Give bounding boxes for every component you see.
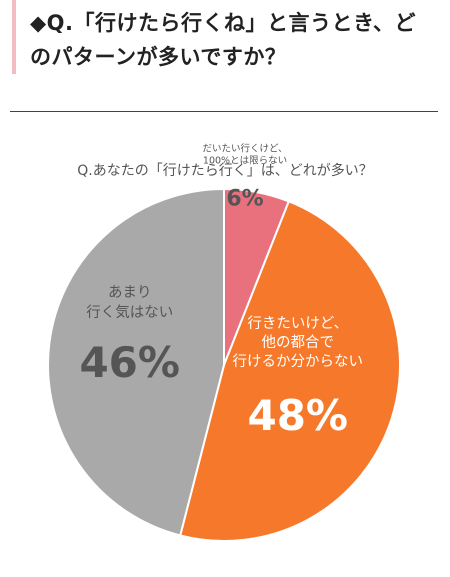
slice-value-label: 6%: [226, 186, 263, 211]
chart-title: Q.あなたの「行けたら行く」は、どれが多い？: [77, 163, 373, 179]
slice-label-line: だいたい行くけど、: [202, 142, 287, 154]
slice-unsure: [179, 200, 401, 542]
slice-label-line: 100%とは限らない: [203, 155, 287, 166]
question-text: ◆Q.「行けたら行くね」と言うとき、どのパターンが多いですか？: [30, 11, 417, 69]
question-block: ◆Q.「行けたら行くね」と言うとき、どのパターンが多いですか？: [12, 0, 437, 74]
divider: [10, 111, 438, 112]
slice-value-label: 46%: [79, 338, 180, 387]
slice-label-line: 行けるか分からない: [232, 353, 363, 370]
slice-label-line: 行く気はない: [86, 304, 173, 321]
slice-label-line: あまり: [108, 284, 152, 301]
slice-not-going: [47, 187, 225, 537]
slice-value-label: 48%: [247, 391, 348, 440]
slice-label-line: 他の都合で: [261, 334, 334, 351]
slice-label-line: 行きたいけど、: [247, 315, 348, 332]
